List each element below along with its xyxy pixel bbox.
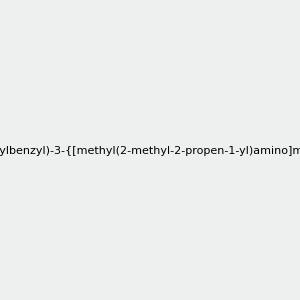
Text: 3-hydroxy-1-(3-methylbenzyl)-3-{[methyl(2-methyl-2-propen-1-yl)amino]methyl}-2-p: 3-hydroxy-1-(3-methylbenzyl)-3-{[methyl(… (0, 146, 300, 157)
